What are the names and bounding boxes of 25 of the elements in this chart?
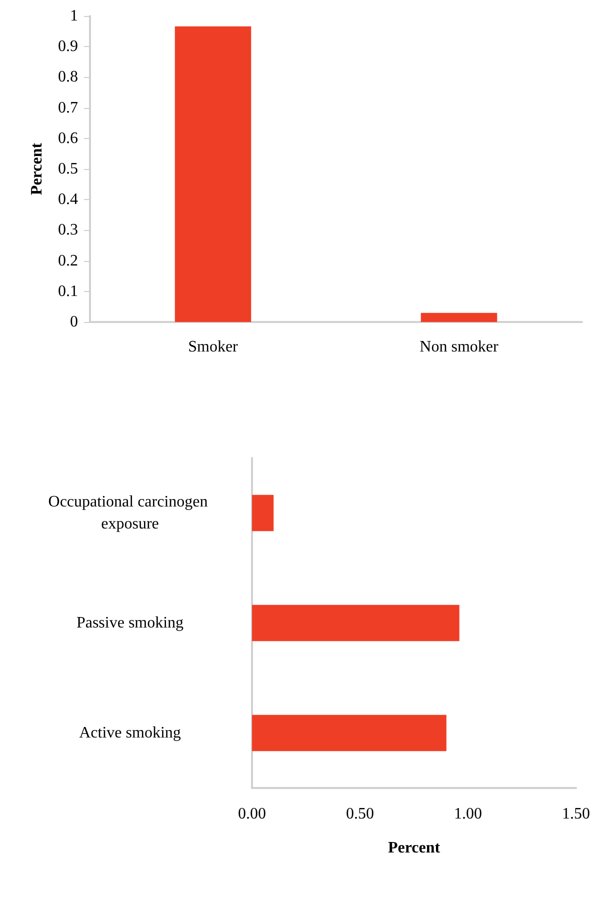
y-tick-label: Passive smoking	[76, 614, 184, 632]
x-tick-label: 0.50	[346, 806, 374, 822]
y-tick-label: 0.2	[58, 252, 78, 270]
y-tick-label: 1	[70, 8, 78, 24]
bar	[252, 604, 460, 642]
x-tick-label: 1.00	[454, 806, 482, 822]
y-tick-label: Active smoking	[79, 724, 181, 742]
y-tick-label: 0.7	[58, 99, 78, 116]
bar	[252, 494, 274, 532]
y-tick-label: 0	[70, 314, 78, 330]
y-tick-label: 0.4	[58, 191, 78, 208]
x-tick-label: 1.50	[562, 806, 590, 822]
y-tick-label: 0.8	[58, 68, 78, 86]
y-tick-label: Occupational carcinogen exposure	[48, 494, 212, 532]
bar	[252, 714, 446, 752]
x-tick-label: Smoker	[188, 338, 239, 356]
y-tick-label: 0.5	[58, 160, 78, 178]
y-tick-label: 0.9	[58, 38, 78, 56]
y-axis-title: Percent	[28, 142, 46, 196]
y-tick-label: 0.3	[58, 222, 78, 239]
x-tick-label: Non smoker	[420, 338, 499, 356]
y-tick-label: 0.1	[58, 282, 78, 300]
x-axis-title: Percent	[388, 840, 441, 856]
y-tick-label: 0.6	[58, 130, 78, 147]
x-tick-label: 0.00	[238, 806, 266, 822]
